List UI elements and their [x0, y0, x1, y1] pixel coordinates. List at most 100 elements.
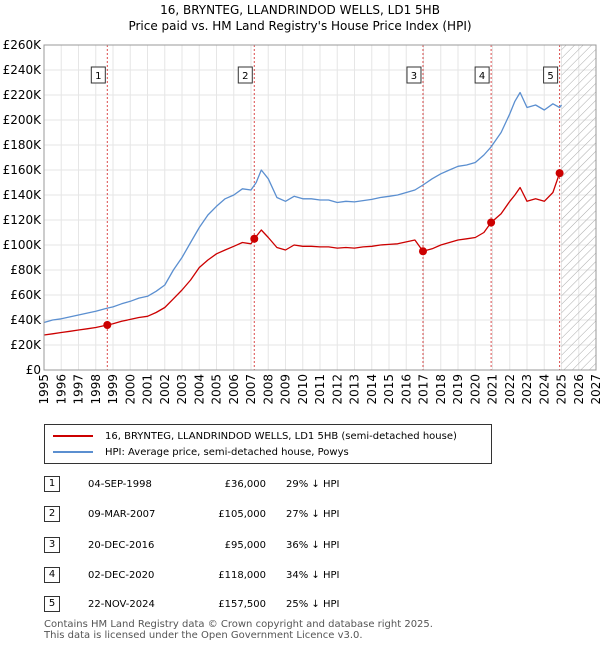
y-tick-label: £100K	[3, 238, 43, 252]
sale-date: 09-MAR-2007	[88, 509, 156, 520]
table-row: 3 20-DEC-2016 £95,000 36% ↓ HPI	[0, 537, 600, 561]
x-tick-label: 2009	[279, 374, 293, 405]
x-tick-label: 2019	[451, 374, 465, 405]
y-tick-label: £80K	[10, 263, 42, 277]
sale-marker-box	[474, 66, 490, 84]
x-tick-label: 2022	[503, 374, 517, 405]
sale-price: £118,000	[218, 570, 266, 581]
sale-date: 22-NOV-2024	[88, 599, 155, 610]
sale-marker-box	[543, 66, 559, 84]
y-tick-label: £40K	[10, 313, 42, 327]
legend-label-price: 16, BRYNTEG, LLANDRINDOD WELLS, LD1 5HB …	[105, 430, 457, 442]
sale-hpi-diff: 36% ↓ HPI	[286, 540, 340, 551]
sale-point	[103, 321, 112, 329]
sale-marker-label: 5	[547, 71, 553, 82]
legend-item-price: 16, BRYNTEG, LLANDRINDOD WELLS, LD1 5HB …	[53, 429, 457, 443]
plot-frame	[43, 44, 597, 371]
legend-item-hpi: HPI: Average price, semi-detached house,…	[53, 445, 349, 459]
footer-copyright: Contains HM Land Registry data © Crown c…	[44, 619, 433, 630]
legend: 16, BRYNTEG, LLANDRINDOD WELLS, LD1 5HB …	[44, 424, 492, 464]
x-tick-label: 2010	[296, 374, 310, 405]
sale-price: £36,000	[224, 479, 266, 490]
sale-marker-label: 2	[242, 71, 248, 82]
x-tick-label: 2026	[572, 374, 586, 405]
x-tick-label: 1999	[106, 374, 120, 405]
price-paid-line	[43, 170, 562, 336]
y-tick-label: £240K	[3, 63, 43, 77]
sale-marker-box	[406, 66, 422, 84]
x-tick-label: 2008	[261, 374, 275, 405]
table-row: 5 22-NOV-2024 £157,500 25% ↓ HPI	[0, 596, 600, 620]
x-tick-label: 2006	[227, 374, 241, 405]
legend-swatch-hpi	[53, 451, 93, 453]
sale-marker-label: 1	[95, 71, 101, 82]
x-tick-label: 2027	[589, 374, 600, 405]
sale-hpi-diff: 25% ↓ HPI	[286, 599, 340, 610]
sale-marker-box	[237, 66, 253, 84]
sale-date: 20-DEC-2016	[88, 540, 155, 551]
y-tick-label: £220K	[3, 88, 43, 102]
price-chart: 1 2 3 4 5 £0 £20K £40K £60K £80K £100K £120K £140K £…	[3, 38, 600, 405]
footer-licence: This data is licensed under the Open Gov…	[44, 630, 363, 641]
table-row: 4 02-DEC-2020 £118,000 34% ↓ HPI	[0, 567, 600, 591]
x-tick-label: 2016	[399, 374, 413, 405]
chart-title-line2: Price paid vs. HM Land Registry's House …	[128, 19, 472, 33]
sale-number-badge: 4	[44, 567, 60, 583]
legend-label-hpi: HPI: Average price, semi-detached house,…	[105, 446, 349, 458]
x-tick-label: 1996	[54, 374, 68, 405]
x-tick-label: 2005	[210, 374, 224, 405]
y-tick-label: £260K	[3, 38, 43, 52]
x-tick-label: 2000	[123, 374, 137, 405]
x-tick-label: 2013	[348, 374, 362, 405]
y-tick-label: £140K	[3, 188, 43, 202]
sale-marker-label: 4	[479, 71, 485, 82]
y-tick-label: £160K	[3, 163, 43, 177]
legend-swatch-price	[53, 435, 93, 437]
x-tick-label: 2018	[434, 374, 448, 405]
x-tick-label: 2007	[244, 374, 258, 405]
sale-hpi-diff: 27% ↓ HPI	[286, 509, 340, 520]
x-tick-label: 1995	[37, 374, 51, 405]
y-tick-label: £20K	[10, 338, 42, 352]
sale-hpi-diff: 34% ↓ HPI	[286, 570, 340, 581]
sale-number-badge: 5	[44, 596, 60, 612]
sale-marker-box	[90, 66, 106, 84]
y-tick-label: £180K	[3, 138, 43, 152]
sale-point	[418, 247, 427, 256]
chart-title-line1: 16, BRYNTEG, LLANDRINDOD WELLS, LD1 5HB	[160, 3, 440, 17]
x-tick-label: 2025	[555, 374, 569, 405]
y-tick-label: £60K	[10, 288, 42, 302]
sale-number-badge: 3	[44, 537, 60, 553]
sale-date: 02-DEC-2020	[88, 570, 155, 581]
x-tick-label: 2012	[330, 374, 344, 405]
hpi-line	[43, 91, 563, 324]
x-tick-label: 2003	[175, 374, 189, 405]
x-tick-label: 2001	[141, 374, 155, 405]
sale-date: 04-SEP-1998	[88, 479, 152, 490]
footer: Contains HM Land Registry data © Crown c…	[44, 619, 433, 641]
x-tick-label: 1997	[72, 374, 86, 405]
y-tick-label: £0	[26, 363, 41, 377]
x-tick-label: 2014	[365, 374, 379, 405]
x-tick-label: 2011	[313, 374, 327, 405]
sale-price: £95,000	[224, 540, 266, 551]
x-tick-label: 2023	[520, 374, 534, 405]
x-tick-label: 2021	[486, 374, 500, 405]
x-tick-label: 2004	[192, 374, 206, 405]
sale-hpi-diff: 29% ↓ HPI	[286, 479, 340, 490]
forecast-hatch	[561, 45, 596, 370]
x-tick-label: 2002	[158, 374, 172, 405]
sale-price: £105,000	[218, 509, 266, 520]
x-tick-label: 2024	[537, 374, 551, 405]
sale-price: £157,500	[218, 599, 266, 610]
y-tick-label: £120K	[3, 213, 43, 227]
table-row: 2 09-MAR-2007 £105,000 27% ↓ HPI	[0, 506, 600, 530]
sale-marker-label: 3	[411, 71, 417, 82]
sale-number-badge: 1	[44, 476, 60, 492]
y-tick-label: £200K	[3, 113, 43, 127]
sale-point	[250, 234, 259, 243]
sale-point	[487, 218, 496, 227]
table-row: 1 04-SEP-1998 £36,000 29% ↓ HPI	[0, 476, 600, 500]
sale-point	[555, 169, 564, 178]
x-tick-label: 2017	[417, 374, 431, 405]
